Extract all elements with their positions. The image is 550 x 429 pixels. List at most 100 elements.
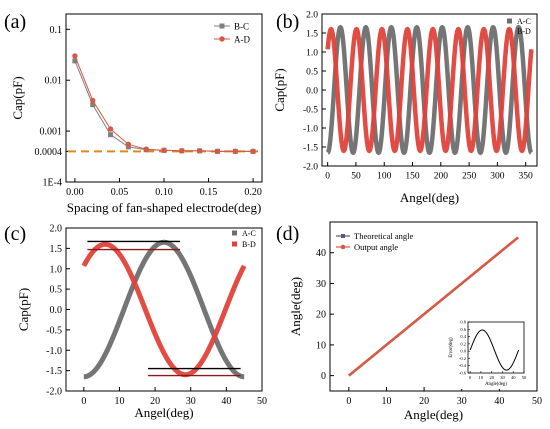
x-tick-label: 40 <box>221 396 231 407</box>
series-line <box>81 241 247 378</box>
x-axis-label: Spacing of fan-shaped electrode(deg) <box>67 200 262 215</box>
inset-y-tick-label: -0.6 <box>459 371 467 376</box>
y-tick-label: -2.0 <box>46 387 62 398</box>
x-tick-label: 20 <box>150 396 160 407</box>
inset-x-tick-label: 30 <box>500 375 505 380</box>
x-tick-label: 10 <box>381 396 391 407</box>
x-tick-label: 150 <box>405 172 420 182</box>
data-point-circle <box>125 141 132 148</box>
y-tick-label: 0.5 <box>306 67 318 77</box>
inset-y-tick-label: 0.0 <box>460 349 466 354</box>
x-tick-label: 50 <box>257 396 267 407</box>
panel-tag: (b) <box>276 11 299 33</box>
legend-label: B-D <box>517 27 531 36</box>
inset-x-tick-label: 20 <box>489 375 494 380</box>
x-tick-label: 0.15 <box>200 187 218 198</box>
plot-frame <box>329 221 538 392</box>
y-tick-label: 0.1 <box>50 25 63 36</box>
inset-x-tick-label: 40 <box>511 375 516 380</box>
y-tick-label: 0.01 <box>45 76 63 87</box>
legend-marker <box>219 23 225 29</box>
data-point-circle <box>232 148 238 155</box>
y-tick-label: 2.0 <box>306 10 318 20</box>
series-line <box>347 236 520 377</box>
x-tick-label: 40 <box>494 396 504 407</box>
y-tick-label: 0.0 <box>306 86 318 96</box>
data-point-circle <box>107 126 114 132</box>
y-tick-label: 0 <box>321 371 326 382</box>
legend-marker <box>507 18 512 24</box>
legend-label: A-C <box>242 229 256 238</box>
inset-y-tick-label: 0.6 <box>460 327 466 332</box>
inset-frame <box>467 321 525 374</box>
data-point-circle <box>90 97 96 104</box>
legend-label: Theoretical angle <box>354 231 413 241</box>
x-tick-label: 0 <box>81 396 86 407</box>
y-tick-label: 1.0 <box>306 48 318 58</box>
y-tick-label: -1.0 <box>303 124 318 134</box>
legend-marker <box>507 28 512 34</box>
y-tick-label: -0.5 <box>303 105 318 115</box>
inset-y-tick-label: 0.2 <box>460 341 466 346</box>
panel-b: 0 50 100 150 200 250 300 350 -2.0 -1.5 -1.0 -0.5 0.0… <box>272 10 538 205</box>
x-tick-label: 0 <box>325 172 330 182</box>
series-line <box>74 60 254 152</box>
inset-x-tick-label: 0 <box>469 375 472 380</box>
x-tick-label: 250 <box>462 172 477 182</box>
inset-y-tick-label: -0.4 <box>459 363 467 368</box>
x-tick-label: 30 <box>186 396 196 407</box>
inset-chart: 0 10 20 30 40 50 -0.6 -0.4 -0.2 0.0 0.2 0.4 0.6 0.8 An… <box>446 318 528 389</box>
y-tick-label: 20 <box>316 310 326 321</box>
x-tick-label: 300 <box>490 172 505 182</box>
x-tick-label: 50 <box>351 172 361 182</box>
legend-marker <box>232 241 237 247</box>
data-point-circle <box>196 148 203 154</box>
inset-x-tick-label: 10 <box>479 375 484 380</box>
x-axis-label: Angel(deg) <box>134 405 193 420</box>
plot-frame <box>65 13 263 183</box>
panel-c: 0 10 20 30 40 50 -2.0 -1.5 -1.0 -0.5 0.0 0.5 1.0 1.5 2… <box>16 224 267 421</box>
y-tick-label: -1.5 <box>303 143 318 153</box>
x-tick-label: 10 <box>114 396 124 407</box>
legend-label: B-C <box>234 22 249 32</box>
legend-marker <box>232 230 237 236</box>
data-point-circle <box>179 148 185 154</box>
x-tick-label: 100 <box>377 172 392 182</box>
y-tick-label: 0.001 <box>40 127 63 138</box>
x-tick-label: 50 <box>532 396 542 407</box>
inset-x-axis-label: Angle(deg) <box>485 382 507 387</box>
x-axis-label: Angle(deg) <box>404 407 463 422</box>
panel-a: 0.00 0.05 0.10 0.15 0.20 1E-4 0.0004 0.001 0.01 0… <box>10 13 263 215</box>
data-point-circle <box>161 147 167 153</box>
data-point-circle <box>250 148 256 155</box>
panel-d: 0 10 20 30 40 50 0 10 20 30 40 Angle(deg) Angle(deg)… <box>288 221 542 422</box>
legend-label: A-C <box>517 17 531 26</box>
panel-tag: (c) <box>4 223 26 245</box>
x-tick-label: 200 <box>434 172 449 182</box>
y-tick-label: -1.5 <box>46 366 62 377</box>
inset-error-line <box>469 329 520 371</box>
y-tick-label: -1.0 <box>46 346 62 357</box>
y-tick-label: 30 <box>316 279 326 290</box>
x-tick-label: 0.10 <box>155 187 173 198</box>
y-tick-label: 0.0004 <box>35 147 63 158</box>
y-tick-label: 1.5 <box>50 244 63 255</box>
legend-label: A-D <box>234 35 250 45</box>
legend-marker <box>219 36 225 42</box>
inset-y-tick-label: -0.2 <box>459 356 466 361</box>
inset-x-tick-label: 50 <box>522 375 527 380</box>
data-point-square <box>90 102 96 108</box>
y-tick-label: 0.0 <box>50 305 63 316</box>
y-axis-label: Angle(deg) <box>288 277 303 336</box>
inset-background <box>446 318 528 389</box>
data-point-circle <box>214 148 221 155</box>
data-point-square <box>108 132 114 138</box>
x-axis-label: Angel(deg) <box>400 190 459 205</box>
y-tick-label: -2.0 <box>303 162 318 172</box>
x-tick-label: 0.00 <box>66 187 84 198</box>
legend-label: B-D <box>242 240 256 249</box>
x-tick-label: 0 <box>346 396 351 407</box>
panel-tag: (d) <box>276 223 299 245</box>
x-tick-label: 0.05 <box>111 187 129 198</box>
series-line <box>74 55 254 152</box>
